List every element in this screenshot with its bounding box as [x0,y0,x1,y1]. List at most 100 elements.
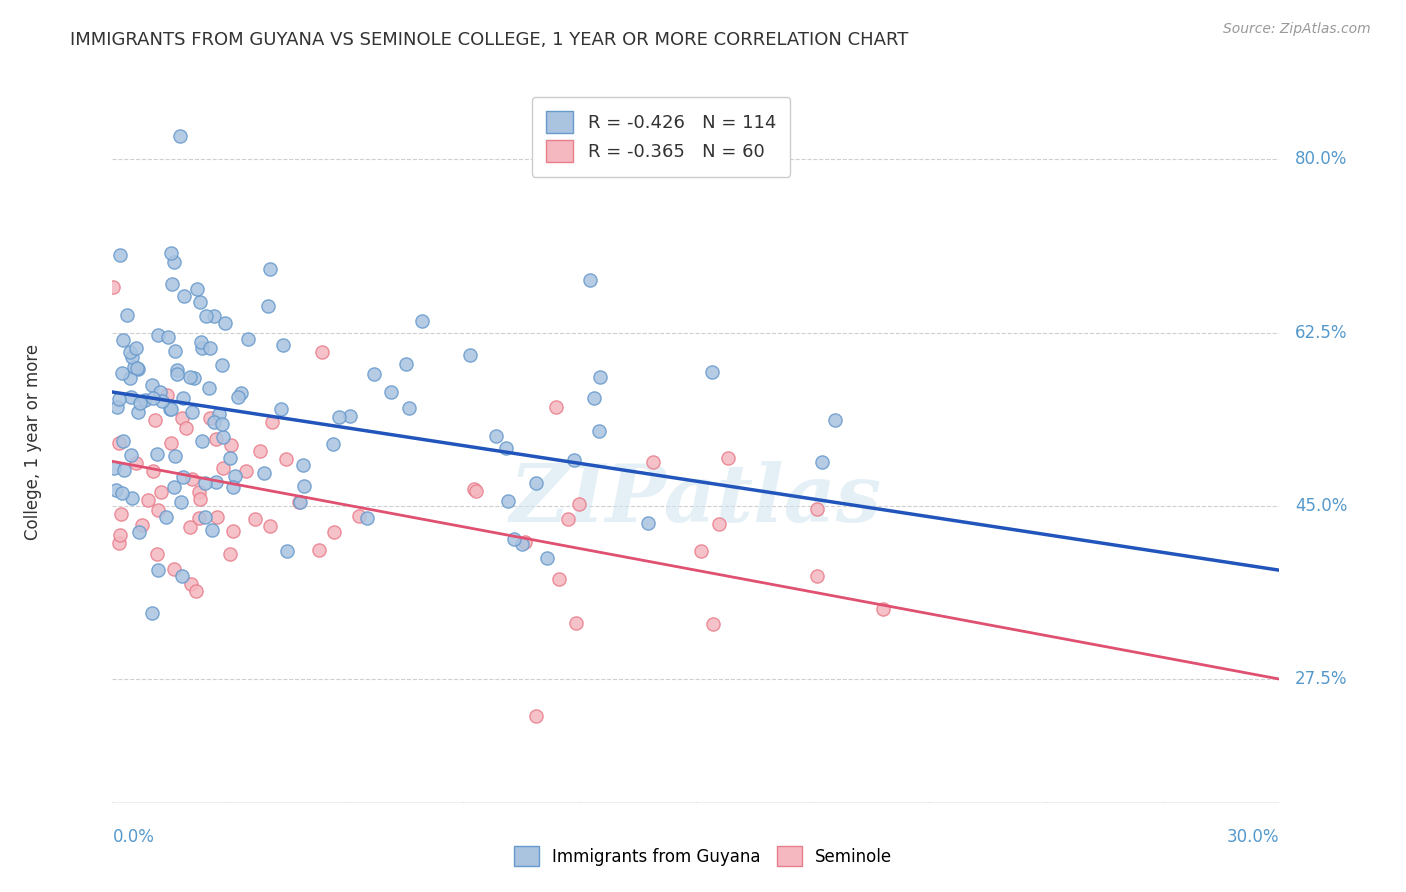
Legend: R = -0.426   N = 114, R = -0.365   N = 60: R = -0.426 N = 114, R = -0.365 N = 60 [531,96,790,177]
Point [163,254,186,268]
Point [290,495,312,509]
Point [229,385,252,400]
Point [122,359,145,374]
Point [198,341,221,355]
Point [176,420,198,434]
Point [347,508,370,523]
Point [131,518,153,533]
Point [172,391,194,405]
Point [637,516,659,531]
Point [129,396,152,410]
Point [524,476,547,491]
Point [806,569,828,583]
Point [121,491,143,506]
Point [291,458,314,472]
Point [190,335,212,350]
Point [208,407,231,421]
Point [128,525,150,540]
Point [121,351,143,365]
Point [160,401,183,416]
Point [181,405,204,419]
Point [188,491,211,506]
Point [120,345,142,359]
Point [288,495,311,509]
Point [689,543,711,558]
Point [146,547,169,561]
Text: IMMIGRANTS FROM GUYANA VS SEMINOLE COLLEGE, 1 YEAR OR MORE CORRELATION CHART: IMMIGRANTS FROM GUYANA VS SEMINOLE COLLE… [70,31,908,49]
Point [149,485,172,500]
Point [308,542,330,557]
Point [111,486,134,500]
Point [125,360,148,375]
Point [163,480,186,494]
Point [172,410,194,425]
Text: 27.5%: 27.5% [1295,670,1347,688]
Point [276,452,298,467]
Point [270,402,292,417]
Point [219,547,242,561]
Point [149,385,172,400]
Point [148,328,170,343]
Point [205,475,228,489]
Point [108,248,131,262]
Point [557,512,579,526]
Point [219,438,242,452]
Point [363,368,385,382]
Point [159,402,181,417]
Point [110,508,132,522]
Point [211,358,233,372]
Point [107,435,129,450]
Point [226,390,249,404]
Point [170,495,193,509]
Point [218,450,240,465]
Point [160,277,183,292]
Point [271,338,294,352]
Point [465,483,488,498]
Point [260,415,283,429]
Point [186,281,208,295]
Point [105,483,128,498]
Point [179,369,201,384]
Point [565,616,588,631]
Point [180,577,202,591]
Point [146,502,169,516]
Point [495,442,517,456]
Point [205,510,228,524]
Point [159,435,181,450]
Text: ZIPatlas: ZIPatlas [510,460,882,538]
Point [184,584,207,599]
Point [398,401,420,416]
Point [583,392,606,406]
Point [166,363,188,377]
Point [146,563,169,577]
Point [458,348,481,362]
Point [111,366,134,380]
Point [872,602,894,616]
Point [249,443,271,458]
Point [108,527,131,541]
Point [134,392,156,407]
Point [243,512,266,526]
Point [211,417,233,431]
Point [235,465,257,479]
Point [276,543,298,558]
Point [142,464,165,478]
Point [146,446,169,460]
Point [322,437,344,451]
Point [806,502,828,516]
Point [323,525,346,540]
Text: 62.5%: 62.5% [1295,324,1347,342]
Text: 30.0%: 30.0% [1227,828,1279,846]
Point [578,273,600,287]
Point [212,460,235,475]
Point [198,381,221,395]
Point [125,456,148,470]
Point [111,333,134,347]
Point [187,485,209,500]
Point [811,455,834,469]
Point [191,434,214,449]
Point [707,516,730,531]
Point [512,537,534,551]
Point [536,550,558,565]
Point [547,572,569,586]
